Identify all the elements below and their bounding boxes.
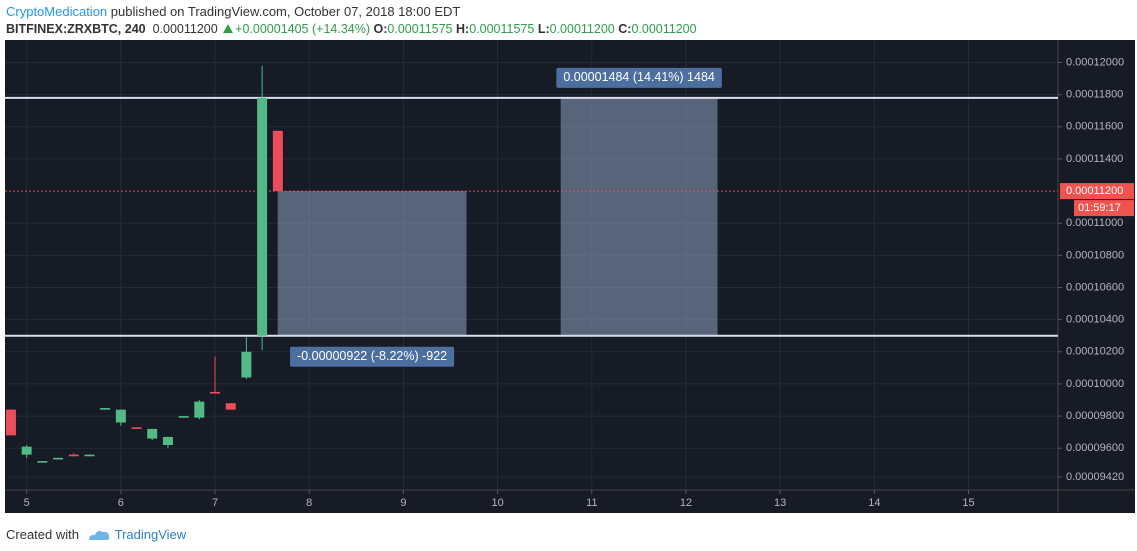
- x-tick-label: 13: [774, 497, 786, 509]
- candle-body: [272, 130, 283, 192]
- logo: [88, 531, 109, 540]
- candle-body: [178, 416, 189, 418]
- y-tick-label: 0.00010000: [1066, 378, 1124, 390]
- candle-body: [37, 461, 48, 463]
- footer: Created with TradingView: [6, 525, 186, 542]
- y-tick-label: 0.00011800: [1066, 89, 1123, 101]
- header-line: CryptoMedication published on TradingVie…: [6, 4, 460, 19]
- x-tick-label: 6: [118, 497, 124, 509]
- y-tick-label: 0.00010200: [1066, 346, 1124, 358]
- candle-body: [53, 457, 64, 460]
- measure-box: [277, 191, 467, 336]
- y-tick-label: 0.00010400: [1066, 314, 1124, 326]
- x-tick-label: 5: [24, 497, 30, 509]
- candle-body: [21, 446, 32, 455]
- candle-body: [147, 428, 158, 439]
- countdown: 01:59:17: [1078, 202, 1121, 214]
- measure-box: [560, 97, 718, 336]
- c-label: C:: [618, 22, 632, 36]
- brand[interactable]: TradingView: [114, 527, 187, 542]
- candle-body: [131, 427, 142, 429]
- created: Created with: [6, 527, 79, 542]
- author[interactable]: CryptoMedication: [6, 4, 108, 19]
- candle-body: [162, 436, 173, 445]
- measure-label: -0.00000922 (-8.22%) -922: [297, 349, 447, 363]
- y-tick-label: 0.00009800: [1066, 410, 1124, 422]
- change: +0.00001405 (+14.34%): [235, 22, 371, 36]
- o: 0.00011575: [387, 22, 453, 36]
- x-tick-label: 11: [586, 497, 597, 509]
- h: 0.00011575: [469, 22, 535, 36]
- candle-body: [210, 391, 221, 394]
- h-label: H:: [456, 22, 470, 36]
- candle-body: [257, 97, 268, 336]
- x-tick-label: 10: [491, 497, 503, 509]
- last-price-bg: [1060, 183, 1134, 200]
- measure-label: 0.00001484 (14.41%) 1484: [563, 70, 715, 84]
- y-tick-label: 0.00010600: [1066, 281, 1124, 293]
- y-tick-label: 0.00009420: [1066, 471, 1124, 483]
- x-tick-label: 8: [306, 497, 312, 509]
- y-tick-label: 0.00011400: [1066, 153, 1123, 165]
- y-tick-label: 0.00011600: [1066, 121, 1123, 133]
- measure-label-bg: [556, 67, 722, 88]
- x-tick-label: 9: [400, 497, 406, 509]
- candle-body: [241, 351, 252, 378]
- y-tick-label: 0.00009600: [1066, 442, 1124, 454]
- published: published on TradingView.com, October 07…: [110, 4, 461, 19]
- x-tick-label: 14: [868, 497, 880, 509]
- chart: 0.00012000 0.00011800 0.00011600 0.00011400…: [5, 40, 1135, 513]
- x-tick-label: 7: [212, 497, 218, 509]
- symbol-line: BITFINEX:ZRXBTC, 240 0.00011200 +0.00001…: [6, 22, 697, 36]
- x-tick-label: 15: [962, 497, 974, 509]
- c: 0.00011200: [631, 22, 697, 36]
- symbol: BITFINEX:ZRXBTC, 240: [6, 22, 146, 36]
- y-tick-label: 0.00011000: [1066, 217, 1123, 229]
- candle-body: [100, 408, 111, 410]
- last: 0.00011200: [152, 22, 218, 36]
- candle-body: [115, 409, 126, 423]
- measure-label-bg: [290, 346, 455, 367]
- last-price-label: 0.00011200: [1066, 185, 1123, 197]
- candle-body: [84, 454, 95, 457]
- y-tick-label: 0.00010800: [1066, 249, 1124, 261]
- x-tick-label: 12: [680, 497, 692, 509]
- candle-body: [68, 454, 79, 457]
- o-label: O:: [373, 22, 388, 36]
- l: 0.00011200: [549, 22, 615, 36]
- up-icon: [223, 24, 234, 33]
- y-tick-label: 0.00012000: [1066, 56, 1124, 68]
- candle-body: [5, 409, 16, 436]
- candle-body: [225, 403, 236, 410]
- l-label: L:: [537, 22, 550, 36]
- countdown-bg: [1074, 200, 1134, 217]
- candle-body: [194, 401, 205, 418]
